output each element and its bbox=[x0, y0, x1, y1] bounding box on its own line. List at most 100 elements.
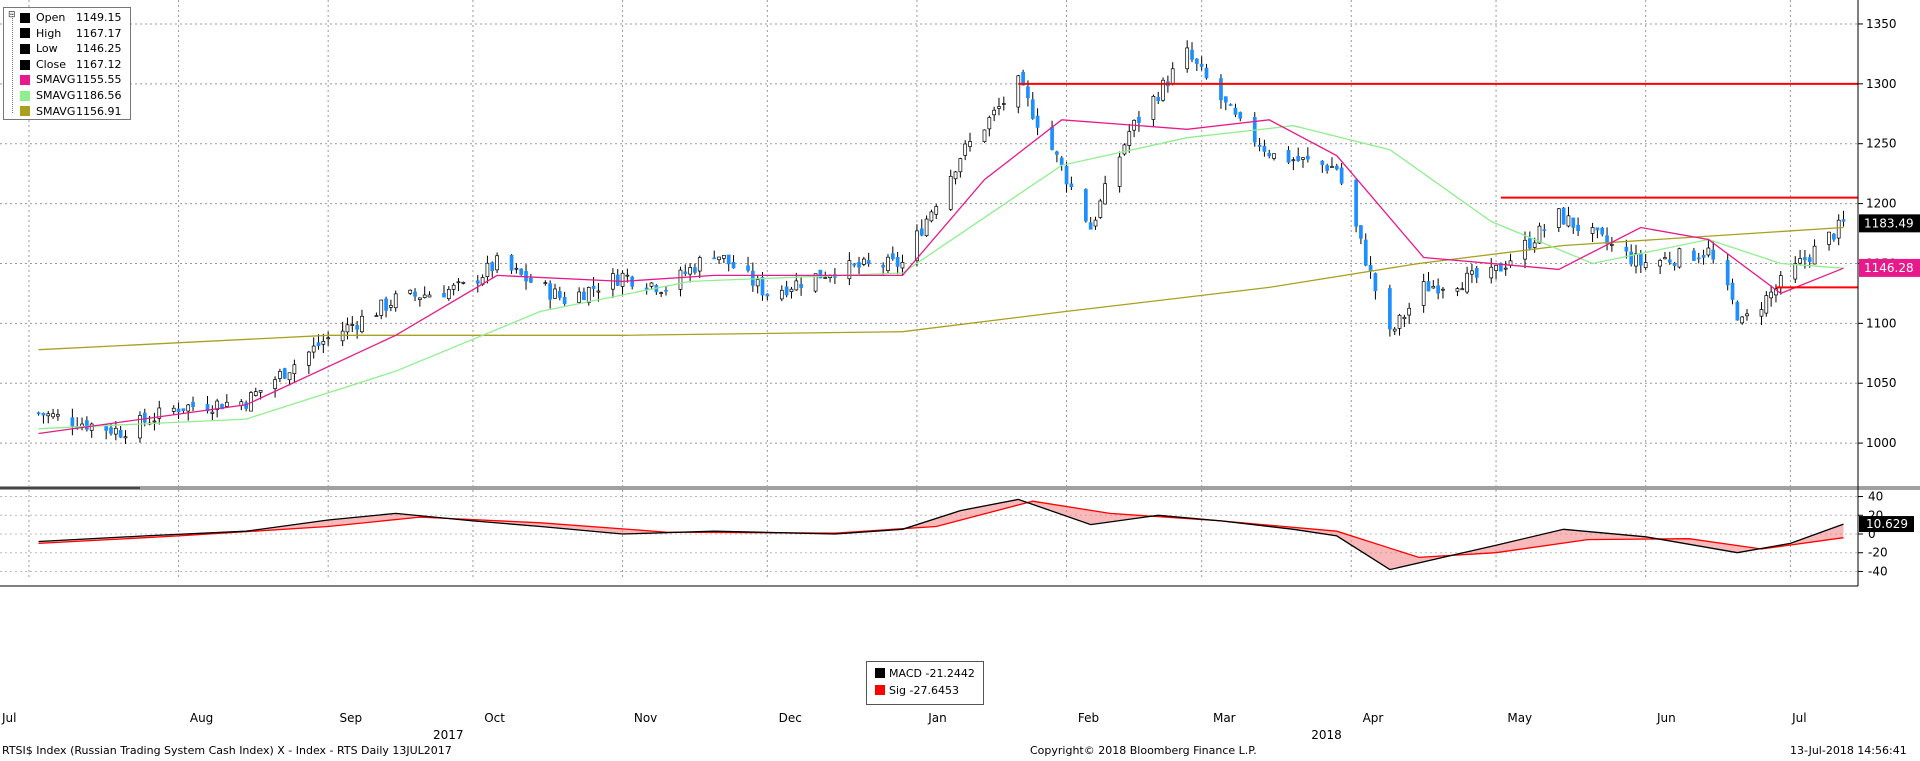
candle-body bbox=[1455, 288, 1460, 292]
candle-body bbox=[1026, 86, 1030, 99]
candle-body bbox=[1672, 262, 1677, 266]
moving-averages bbox=[38, 119, 1844, 435]
sma-mid-line bbox=[38, 125, 1844, 430]
candle-body bbox=[85, 420, 89, 430]
candle-body bbox=[171, 407, 176, 412]
legend-swatch bbox=[20, 106, 30, 117]
sig-swatch bbox=[875, 685, 885, 695]
legend-swatch bbox=[20, 59, 30, 70]
month-label: Feb bbox=[1078, 711, 1099, 725]
legend-item: Open 1149.15 bbox=[4, 10, 130, 26]
candle-body bbox=[683, 271, 688, 274]
candle-body bbox=[446, 289, 451, 300]
candle-body bbox=[813, 273, 818, 292]
candle-body bbox=[514, 267, 519, 270]
candle-body bbox=[1638, 253, 1643, 266]
candle-body bbox=[384, 298, 388, 311]
candle-body bbox=[1532, 242, 1537, 248]
candle-body bbox=[316, 342, 321, 347]
candle-body bbox=[1325, 165, 1329, 171]
ohlc-legend: ⊟ Open 1149.15 High 1167.17 Low 1146.25 Close 1… bbox=[3, 7, 131, 121]
candle-body bbox=[205, 404, 210, 412]
candle-body bbox=[1421, 281, 1426, 306]
candle-body bbox=[625, 274, 630, 277]
month-label: Mar bbox=[1213, 711, 1236, 725]
candle-body bbox=[630, 276, 635, 287]
candle-body bbox=[900, 262, 905, 269]
candle-body bbox=[282, 368, 287, 379]
candle-body bbox=[422, 294, 427, 298]
candle-body bbox=[1436, 285, 1440, 294]
candle-body bbox=[345, 324, 350, 333]
candle-body bbox=[1711, 249, 1716, 260]
candle-body bbox=[1542, 229, 1547, 231]
candle-body bbox=[1194, 58, 1199, 64]
macd-panel bbox=[38, 498, 1844, 571]
candle-body bbox=[215, 400, 220, 410]
month-label: Aug bbox=[190, 711, 213, 725]
candle-body bbox=[1663, 257, 1667, 260]
candle-body bbox=[562, 296, 567, 305]
candle-body bbox=[1050, 126, 1054, 150]
year-label: 2018 bbox=[1311, 728, 1342, 742]
month-label: Nov bbox=[634, 711, 657, 725]
candle-body bbox=[1064, 165, 1069, 185]
candle-body bbox=[1001, 103, 1006, 105]
candle-body bbox=[1841, 219, 1846, 222]
month-label: May bbox=[1507, 711, 1532, 725]
candle-body bbox=[857, 262, 861, 268]
candle-body bbox=[1204, 67, 1209, 79]
candle-body bbox=[1701, 254, 1706, 258]
price-tick-label: 1050 bbox=[1866, 376, 1897, 390]
candle-body bbox=[1503, 267, 1508, 270]
candle-body bbox=[659, 292, 664, 294]
last-price-label: 1183.49 bbox=[1864, 216, 1914, 230]
candle-body bbox=[963, 143, 968, 156]
legend-name: SMAVG bbox=[36, 88, 76, 102]
candle-body bbox=[1431, 286, 1436, 289]
candle-body bbox=[953, 171, 958, 180]
candle-body bbox=[311, 345, 316, 353]
candle-body bbox=[1291, 159, 1296, 162]
candle-body bbox=[389, 305, 393, 308]
candle-body bbox=[56, 414, 60, 417]
candle-body bbox=[934, 206, 939, 215]
year-label: 2017 bbox=[433, 728, 464, 742]
candle-body bbox=[1161, 79, 1165, 101]
candle-body bbox=[1185, 47, 1190, 70]
candle-body bbox=[1774, 288, 1778, 296]
candle-body bbox=[1334, 165, 1339, 170]
candle-body bbox=[1725, 260, 1730, 286]
candle-body bbox=[1764, 295, 1769, 314]
candle-body bbox=[1233, 107, 1238, 115]
candle-body bbox=[442, 292, 446, 298]
candle-body bbox=[350, 324, 355, 326]
footer-security: RTSI$ Index (Russian Trading System Cash… bbox=[2, 744, 452, 757]
candle-body bbox=[1223, 96, 1228, 103]
candle-body bbox=[1600, 227, 1605, 235]
legend-swatch bbox=[20, 43, 30, 54]
macd-callout-label: 10.629 bbox=[1866, 517, 1908, 531]
candle-body bbox=[176, 408, 181, 413]
price-tick-label: 1200 bbox=[1866, 197, 1897, 211]
candle-body bbox=[553, 288, 557, 299]
candle-body bbox=[1137, 116, 1141, 123]
candle-body bbox=[1537, 225, 1542, 244]
candle-body bbox=[326, 337, 331, 340]
separator-bar bbox=[0, 486, 1920, 490]
candle-body bbox=[1803, 257, 1807, 261]
candle-body bbox=[1093, 219, 1098, 227]
candle-body bbox=[393, 293, 398, 309]
macd-tick-label: -20 bbox=[1868, 546, 1888, 560]
candle-body bbox=[287, 372, 292, 381]
macd-swatch bbox=[875, 668, 885, 678]
month-label: Dec bbox=[779, 711, 802, 725]
legend-value: 1186.56 bbox=[76, 88, 122, 102]
candle-body bbox=[1827, 231, 1831, 245]
candle-body bbox=[1590, 227, 1595, 234]
candle-body bbox=[789, 288, 794, 292]
collapse-icon[interactable]: ⊟ bbox=[8, 10, 16, 20]
candle-body bbox=[123, 436, 128, 439]
macd-tick-label: 40 bbox=[1868, 490, 1883, 504]
